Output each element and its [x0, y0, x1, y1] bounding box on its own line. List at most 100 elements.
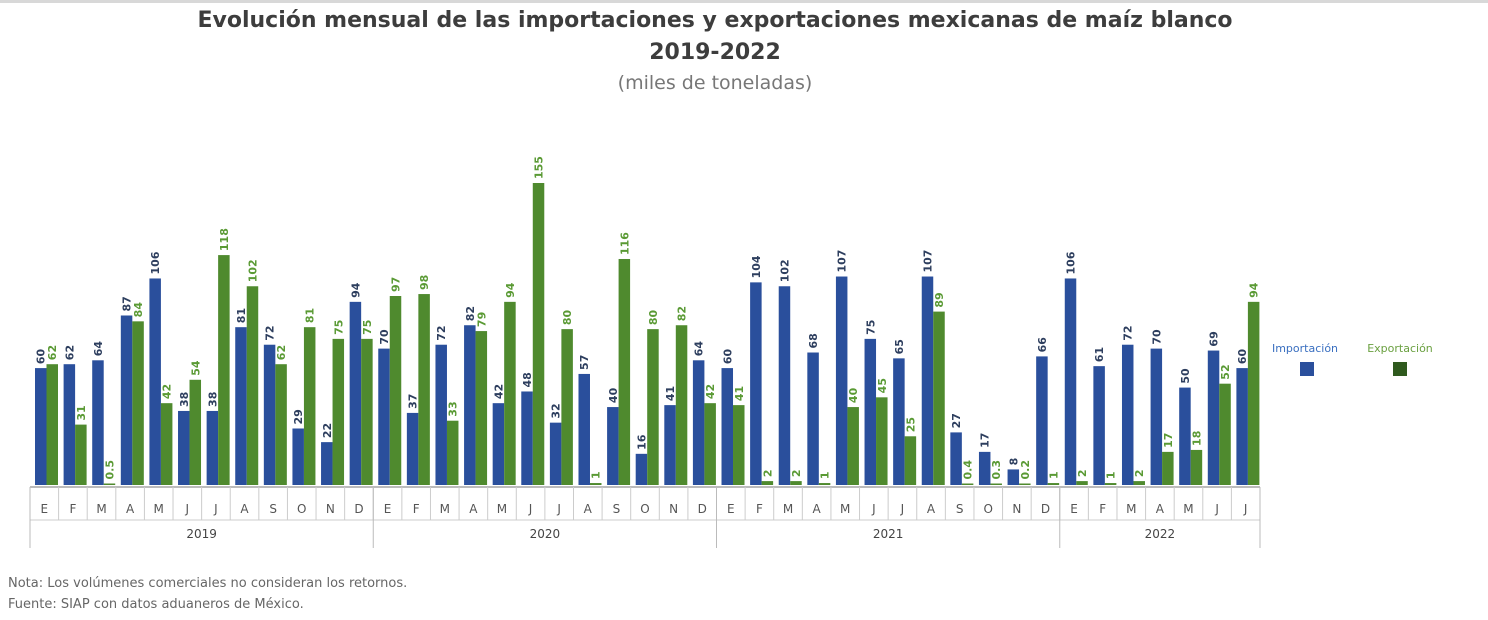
import-data-label: 87	[121, 296, 134, 311]
import-data-label: 106	[1065, 251, 1078, 274]
export-bar	[876, 397, 888, 485]
import-data-label: 82	[464, 306, 477, 321]
import-bar	[521, 391, 533, 485]
import-bar	[492, 403, 505, 485]
import-data-label: 70	[1150, 329, 1163, 345]
month-tick-label: A	[927, 502, 936, 516]
export-bar	[246, 286, 259, 485]
source-text: Fuente: SIAP con datos aduaneros de Méxi…	[8, 597, 304, 612]
legend-swatch-importacion	[1300, 362, 1314, 376]
month-tick-label: J	[1243, 502, 1248, 516]
import-bar	[149, 278, 161, 485]
import-data-label: 68	[807, 333, 820, 348]
export-bar	[389, 296, 402, 485]
export-data-label: 62	[275, 345, 288, 360]
year-label: 2019	[186, 527, 217, 541]
import-data-label: 48	[521, 372, 534, 387]
month-tick-label: M	[840, 502, 850, 516]
export-data-label: 0.3	[990, 460, 1003, 480]
import-bar	[1036, 356, 1048, 485]
export-data-label: 42	[161, 384, 174, 399]
month-tick-label: D	[1041, 502, 1050, 516]
year-label: 2022	[1145, 527, 1176, 541]
export-bar	[275, 364, 287, 485]
export-data-label: 0.4	[962, 460, 975, 480]
export-bar	[790, 481, 802, 485]
import-data-label: 60	[721, 348, 734, 364]
import-bar	[35, 368, 47, 485]
export-data-label: 102	[246, 259, 259, 282]
import-bar	[549, 422, 562, 485]
export-bar	[1047, 483, 1060, 485]
top-border	[0, 0, 1488, 3]
import-bar	[1121, 344, 1134, 485]
import-bar	[92, 360, 104, 485]
export-data-label: 0.2	[1019, 460, 1032, 480]
month-tick-label: A	[584, 502, 593, 516]
import-data-label: 40	[607, 387, 620, 403]
import-bar	[1236, 368, 1248, 485]
chart-title-years: 2019-2022	[649, 40, 781, 65]
export-bar	[189, 379, 202, 485]
import-data-label: 60	[1236, 348, 1249, 364]
export-bar	[589, 483, 602, 485]
export-data-label: 80	[647, 309, 660, 325]
export-data-label: 118	[218, 228, 231, 251]
export-bar	[103, 483, 116, 485]
export-bar	[561, 329, 573, 485]
month-tick-label: E	[727, 502, 735, 516]
import-data-label: 72	[435, 325, 448, 340]
import-bar	[235, 327, 247, 485]
import-bar	[1179, 387, 1191, 485]
month-tick-label: J	[185, 502, 190, 516]
month-tick-label: E	[41, 502, 49, 516]
import-data-label: 42	[492, 384, 505, 399]
import-bar	[349, 301, 362, 485]
import-data-label: 50	[1179, 368, 1192, 384]
export-data-label: 1	[590, 471, 603, 479]
import-data-label: 38	[206, 392, 219, 407]
import-data-label: 32	[550, 403, 563, 418]
export-data-label: 25	[904, 417, 917, 432]
month-tick-label: N	[326, 502, 335, 516]
import-bar	[950, 432, 962, 485]
import-data-label: 69	[1208, 331, 1221, 346]
import-data-label: 70	[378, 329, 391, 345]
export-data-label: 75	[332, 320, 345, 335]
export-bar	[532, 183, 545, 485]
import-bar	[607, 407, 619, 485]
export-data-label: 82	[676, 306, 689, 321]
import-bar	[378, 348, 390, 485]
export-data-label: 94	[1248, 282, 1261, 298]
import-data-label: 75	[864, 320, 877, 335]
export-bar	[504, 301, 516, 485]
export-data-label: 98	[418, 275, 431, 290]
import-bar	[63, 364, 76, 485]
month-tick-label: F	[756, 502, 763, 516]
month-tick-label: M	[96, 502, 106, 516]
import-data-label: 62	[63, 345, 76, 360]
import-data-label: 94	[349, 282, 362, 298]
month-tick-label: M	[1183, 502, 1193, 516]
export-bar	[418, 294, 430, 485]
import-data-label: 29	[292, 409, 305, 424]
import-bar	[1150, 348, 1163, 485]
month-tick-label: E	[1070, 502, 1078, 516]
export-bar	[847, 407, 859, 485]
import-data-label: 61	[1093, 347, 1106, 362]
import-data-label: 66	[1036, 337, 1049, 353]
export-bar	[647, 329, 659, 485]
export-data-label: 17	[1162, 433, 1175, 448]
export-bar	[218, 255, 230, 485]
month-tick-label: A	[240, 502, 249, 516]
export-data-label: 97	[390, 277, 403, 292]
export-bar	[818, 483, 831, 485]
import-bar	[864, 338, 877, 485]
import-bar	[263, 344, 276, 485]
month-tick-label: S	[613, 502, 621, 516]
import-bar	[664, 405, 676, 485]
import-data-label: 16	[635, 434, 648, 450]
import-data-label: 106	[149, 251, 162, 274]
import-bar	[1093, 366, 1105, 485]
legend-label-importacion: Importación	[1272, 342, 1338, 355]
